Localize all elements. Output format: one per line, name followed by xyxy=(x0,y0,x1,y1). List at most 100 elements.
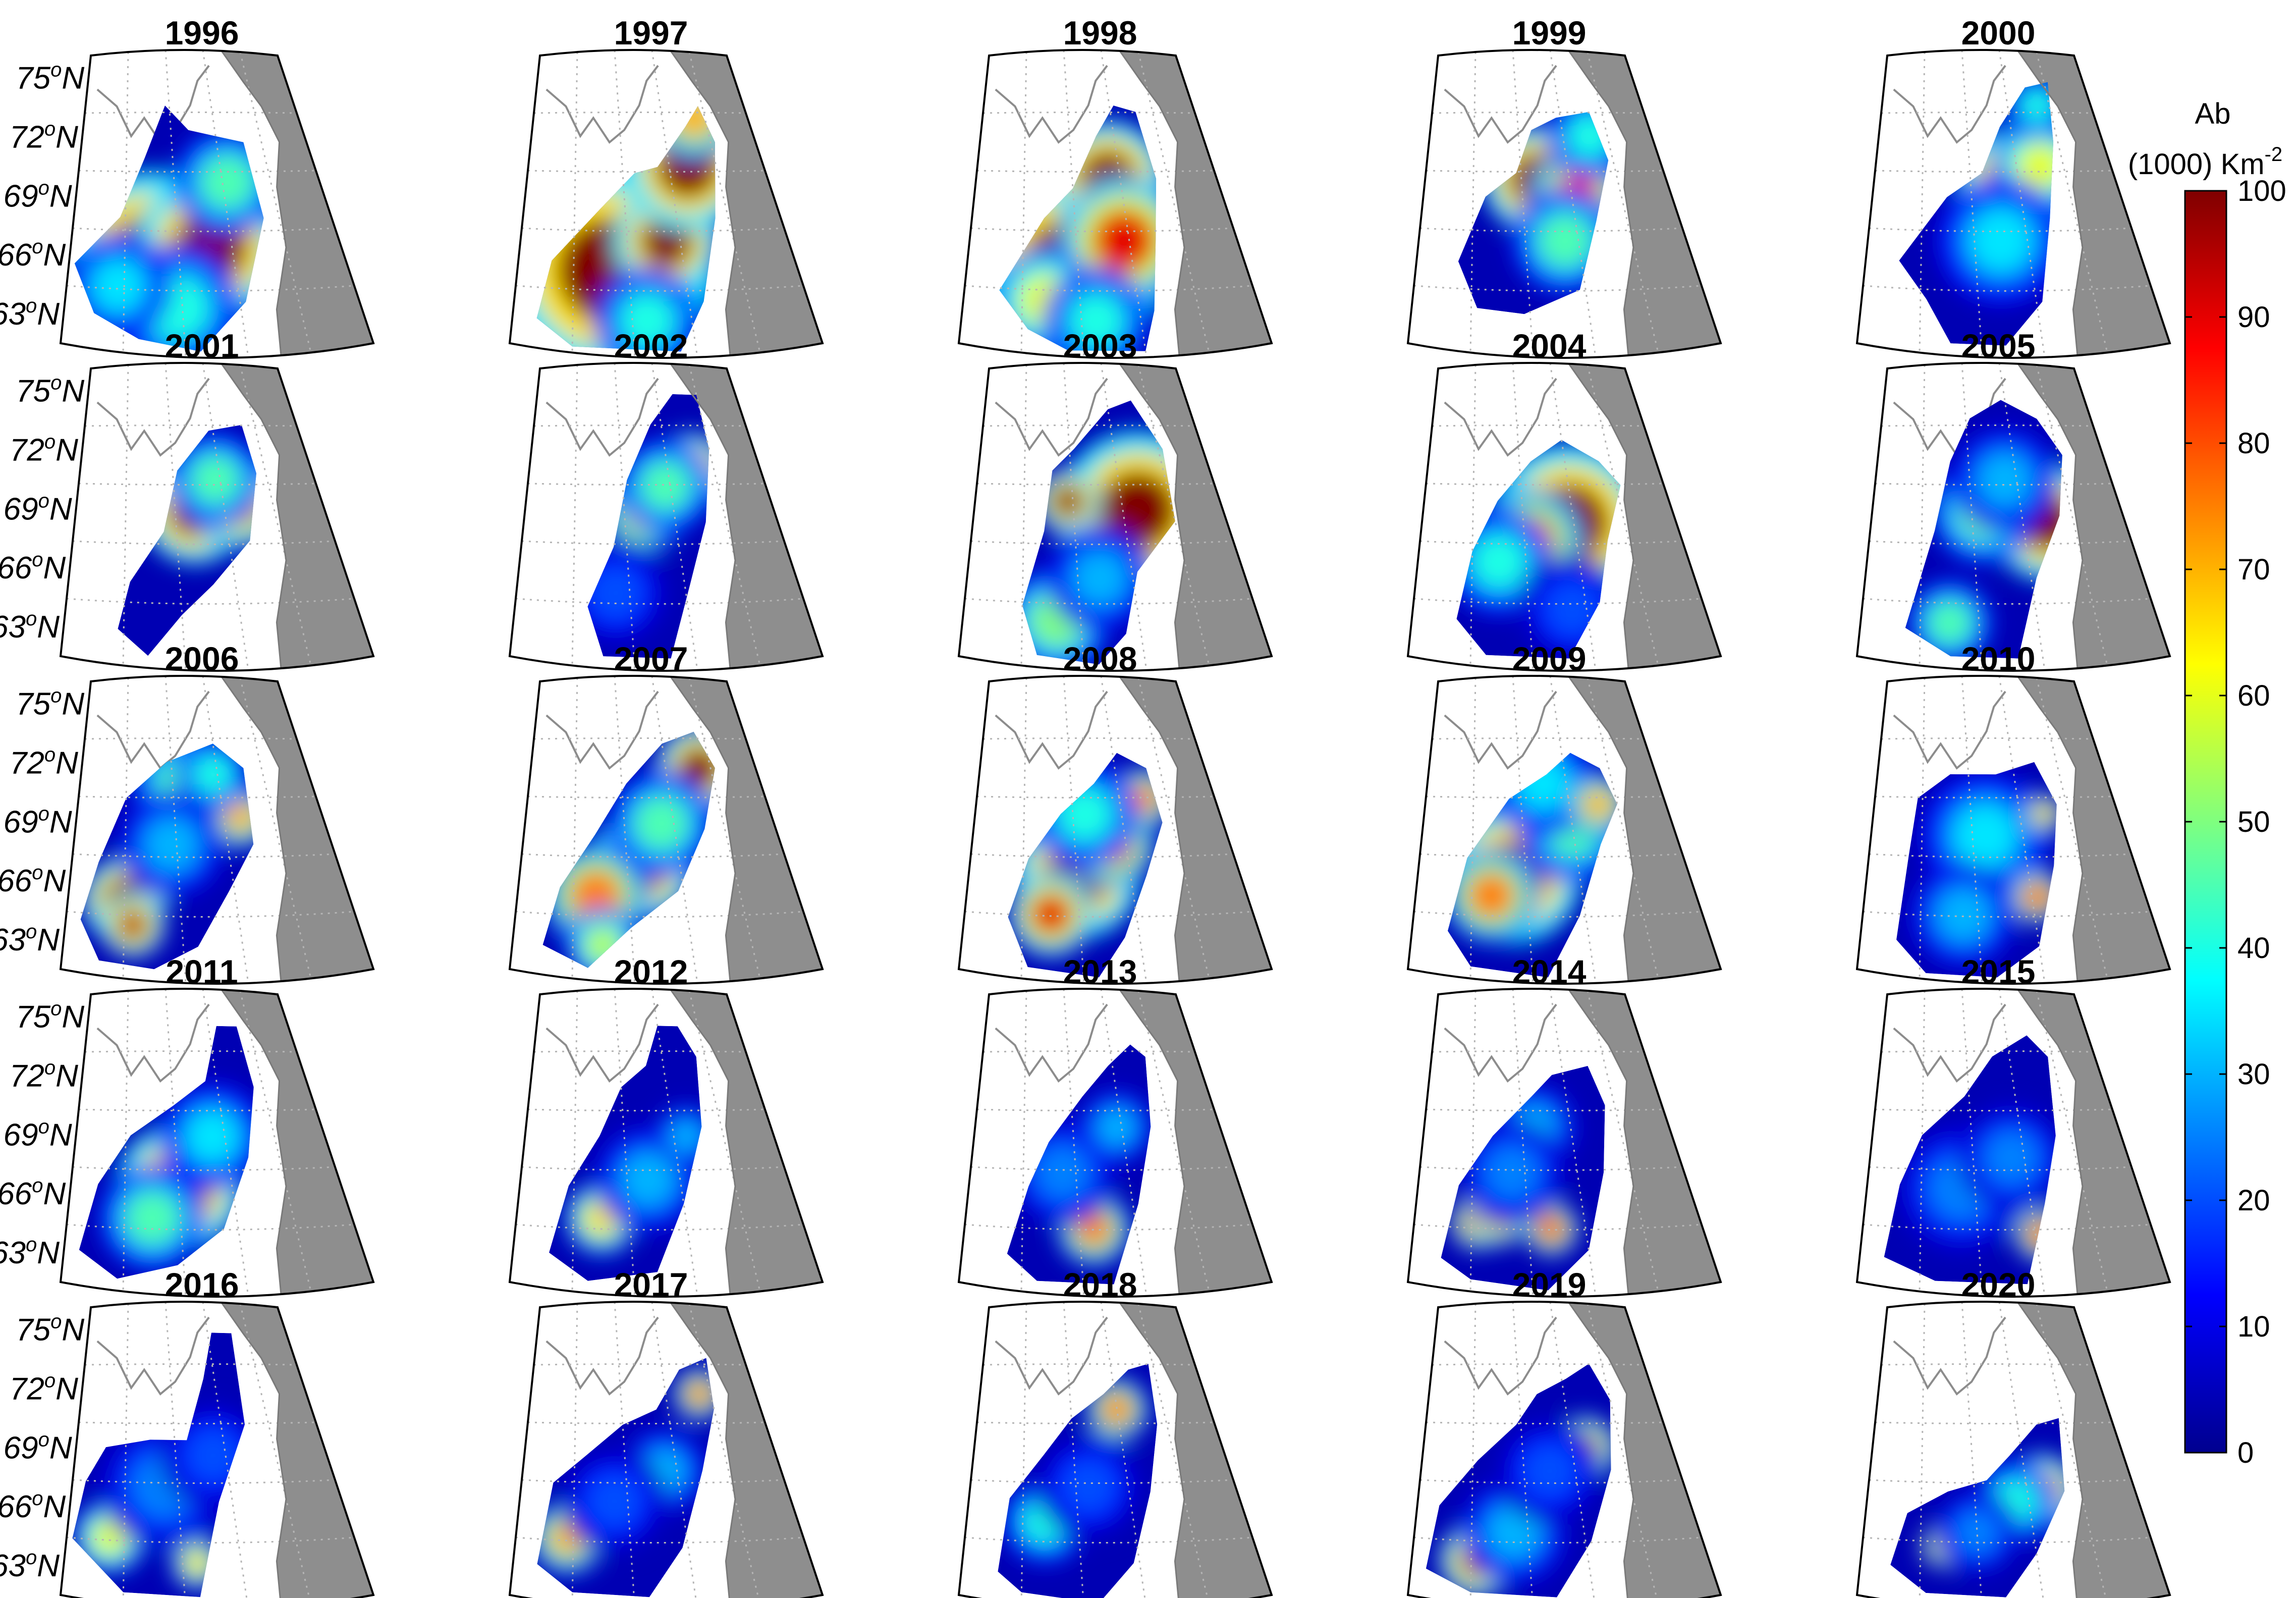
graticule-lat xyxy=(515,285,804,292)
panel-title-2012: 2012 xyxy=(614,953,688,990)
colorbar-unit: (1000) Km xyxy=(2128,148,2265,181)
map-frame-2000 xyxy=(1855,49,2171,359)
map-frame-2007 xyxy=(508,675,824,985)
graticule-lat xyxy=(1869,227,2132,232)
coastline-2019 xyxy=(1444,1316,1557,1396)
graticule-lat xyxy=(72,540,336,545)
abundance-field-2003 xyxy=(1022,400,1175,665)
graticule-lon xyxy=(239,990,312,1292)
panel-title-2020: 2020 xyxy=(1961,1266,2036,1303)
panel-title-1996: 1996 xyxy=(165,14,239,51)
graticule-lat xyxy=(72,227,336,232)
graticule-lat xyxy=(515,1223,804,1231)
lat-label: 75oN xyxy=(16,372,84,409)
map-area-1996: 75oN 72oN 69oN 66oN 63oN xyxy=(0,49,375,359)
coastline-2004 xyxy=(1444,378,1557,457)
map-area-2017: 10oW0o10oE xyxy=(508,1301,824,1598)
land-2001 xyxy=(222,363,373,671)
graticule-lon xyxy=(1137,677,1210,979)
map-area-2011: 75oN 72oN 69oN 66oN 63oN xyxy=(0,988,375,1298)
land-2009 xyxy=(1569,676,1721,984)
hotspot-core xyxy=(126,1191,179,1245)
land-2012 xyxy=(671,989,823,1297)
panel-title-2015: 2015 xyxy=(1961,953,2036,990)
land-2008 xyxy=(1120,676,1272,984)
map-content-2019 xyxy=(1408,1302,1721,1598)
hotspot-core xyxy=(1978,453,2032,507)
map-area-2009 xyxy=(1406,675,1722,985)
graticule-lon xyxy=(1469,51,1477,353)
land-2018 xyxy=(1120,1302,1272,1598)
lat-label: 66oN xyxy=(0,549,66,585)
graticule-lon xyxy=(239,364,312,666)
graticule-lat xyxy=(521,1479,785,1484)
hotspot-core xyxy=(145,818,198,872)
map-frame-2017 xyxy=(508,1301,824,1598)
land-2020 xyxy=(2018,1302,2170,1598)
map-area-2000 xyxy=(1855,49,2171,359)
land-1998 xyxy=(1120,50,1272,358)
map-content-2014 xyxy=(1408,989,1721,1297)
colorbar-tick-label: 40 xyxy=(2237,932,2270,965)
lat-label: 72oN xyxy=(10,431,78,467)
graticule-lon xyxy=(2036,990,2108,1292)
abundance-field-2016 xyxy=(72,1333,245,1597)
colorbar-tick-label: 50 xyxy=(2237,806,2270,838)
graticule-lat xyxy=(1432,424,1645,427)
graticule-lon xyxy=(122,990,129,1292)
map-panel-2018: 201810oW0o10oE xyxy=(957,1266,1273,1598)
map-panel-2015: 2015 xyxy=(1855,953,2171,1298)
graticule-lon xyxy=(1469,364,1477,666)
panel-title-2011: 2011 xyxy=(166,953,238,990)
coastline-1997 xyxy=(545,65,659,144)
graticule-lon xyxy=(1063,989,1085,1296)
graticule-lat xyxy=(1413,285,1702,292)
land-2017 xyxy=(671,1302,823,1598)
coastline-2010 xyxy=(1893,690,2006,770)
panel-title-2017: 2017 xyxy=(614,1266,688,1303)
graticule-lat xyxy=(1881,424,2094,427)
graticule-lon xyxy=(1512,50,1534,357)
abundance-field-1997 xyxy=(536,106,716,352)
lat-label: 75oN xyxy=(16,59,84,96)
graticule-lat xyxy=(1881,737,2094,740)
map-frame-2013 xyxy=(957,988,1273,1298)
map-frame-1997 xyxy=(508,49,824,359)
map-panel-2012: 2012 xyxy=(508,953,824,1298)
hotspot-core xyxy=(1538,1215,1565,1243)
lat-label: 69oN xyxy=(4,1428,72,1465)
map-content-2009 xyxy=(1408,676,1721,984)
abundance-field-2005 xyxy=(1905,400,2062,659)
panel-title-2002: 2002 xyxy=(614,327,688,364)
graticule-lat xyxy=(1869,1166,2132,1171)
land-2013 xyxy=(1120,989,1272,1297)
map-content-2013 xyxy=(959,989,1272,1297)
hotspot-core xyxy=(184,1550,211,1577)
abundance-field-2000 xyxy=(1899,82,2054,346)
map-panel-2007: 2007 xyxy=(508,640,824,985)
graticule-lon xyxy=(239,51,312,353)
hotspot-core xyxy=(587,1474,641,1528)
hotspot-core xyxy=(1953,804,2017,868)
graticule-lat xyxy=(1432,1050,1645,1053)
map-frame-1998 xyxy=(957,49,1273,359)
hotspot-core xyxy=(2024,883,2051,911)
graticule-lon xyxy=(688,990,761,1292)
hotspot-core xyxy=(1029,893,1072,936)
map-frame-2001 xyxy=(59,362,375,672)
graticule-lat xyxy=(1419,1479,1683,1484)
panel-title-1999: 1999 xyxy=(1512,14,1587,51)
graticule-lat xyxy=(521,540,785,545)
land-2000 xyxy=(2018,50,2170,358)
panel-title-2008: 2008 xyxy=(1063,640,1137,677)
map-content-1998 xyxy=(959,50,1272,358)
hotspot-core xyxy=(1052,485,1084,517)
graticule-lat xyxy=(1413,1223,1702,1231)
map-content-2008 xyxy=(959,676,1272,984)
lat-label: 66oN xyxy=(0,862,66,898)
hotspot-core xyxy=(1073,552,1127,605)
hotspot-core xyxy=(1985,1131,2038,1185)
graticule-lat xyxy=(1419,540,1683,545)
